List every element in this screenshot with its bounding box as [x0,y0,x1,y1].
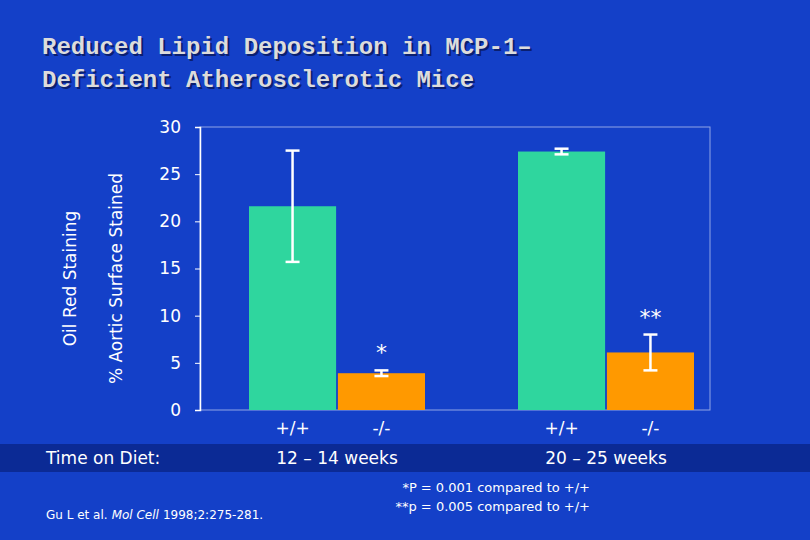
error-bar-cap [286,149,300,152]
title-line: Reduced Lipid Deposition in MCP-1– [42,34,532,61]
error-bar-cap [374,369,388,372]
y-tick: 30 [159,117,200,137]
plot-frame [200,127,710,410]
error-bar-stem [649,335,652,371]
error-bar [555,149,569,155]
error-bar-cap [643,333,657,336]
bar [338,373,425,410]
citation-part: Gu L et al. [46,508,108,522]
title: Reduced Lipid Deposition in MCP-1–Reduce… [42,34,534,96]
footnote: **p = 0.005 compared to +/+ [395,499,590,514]
error-bar-cap [643,369,657,372]
y-tick-label: 25 [159,164,181,184]
series-label: +/+ [544,418,578,438]
y-tick-mark [195,410,200,411]
error-bar-cap [374,375,388,378]
y-tick: 25 [159,164,200,184]
citation-part: 1998;2:275-281. [163,508,263,522]
y-tick: 5 [170,353,200,373]
footnote: *P = 0.001 compared to +/+ [402,480,590,495]
error-bar [643,335,657,371]
significance-label: * [376,340,387,365]
error-bar [286,151,300,262]
error-bar-cap [555,153,569,156]
series-label: -/- [372,418,390,438]
y-tick-mark [195,127,200,128]
y-tick-label: 5 [170,353,181,373]
y-tick-mark [195,316,200,317]
y-tick: 15 [159,258,200,278]
error-bar-cap [286,261,300,264]
category-label: 12 – 14 weeks [276,448,398,468]
y-tick: 10 [159,306,200,326]
y-tick-label: 20 [159,211,181,231]
y-tick-label: 15 [159,258,181,278]
y-tick-mark [195,174,200,175]
series-label: +/+ [275,418,309,438]
y-axis-title: Oil Red Staining [60,211,80,347]
category-label: 20 – 25 weeks [545,448,667,468]
y-tick-label: 30 [159,117,181,137]
significance-label: ** [639,305,661,330]
y-tick-mark [195,221,200,222]
title-line: Deficient Atherosclerotic Mice [42,67,474,94]
y-axis-title: % Aortic Surface Stained [106,173,126,384]
citation: Gu L et al. Mol Cell1998;2:275-281. [46,508,263,522]
y-tick-label: 0 [170,400,181,420]
y-tick: 0 [170,400,200,420]
x-axis-title: Time on Diet: [45,448,160,468]
x-band [0,444,810,472]
y-tick-mark [195,363,200,364]
marks [249,149,694,410]
citation-part: Mol Cell [112,508,160,522]
error-bar-cap [555,147,569,150]
bar [518,152,605,410]
background [0,0,810,540]
y-tick-mark [195,269,200,270]
error-bar [374,370,388,376]
y-tick-label: 10 [159,306,181,326]
error-bar-stem [291,151,294,262]
y-axis: 0 5 10 15 20 25 30 [159,117,200,420]
y-axis-line [195,128,201,411]
series-label: -/- [641,418,659,438]
y-tick: 20 [159,211,200,231]
